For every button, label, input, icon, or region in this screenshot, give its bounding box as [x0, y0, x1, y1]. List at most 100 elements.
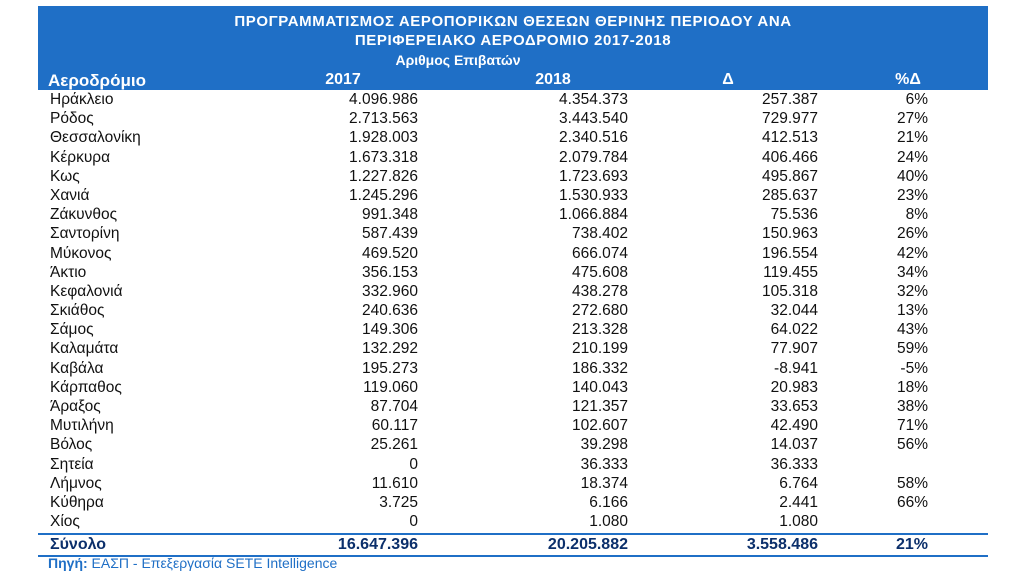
- cell-2017: 1.928.003: [349, 129, 418, 147]
- cell-2018: 1.066.884: [559, 206, 628, 224]
- cell-2018: 738.402: [571, 225, 628, 243]
- title-line-2: ΠΕΡΙΦΕΡΕΙΑΚΟ ΑΕΡΟΔΡΟΜΙΟ 2017-2018: [354, 32, 672, 49]
- cell-2018: 2.079.784: [559, 148, 628, 166]
- cell-2017: 0: [409, 455, 418, 473]
- column-header-percent-delta: %Δ: [895, 71, 921, 88]
- cell-delta: 33.653: [770, 398, 818, 415]
- cell-percent: 66%: [896, 493, 928, 511]
- cell-airport: Ρόδος: [50, 110, 94, 128]
- cell-percent: 26%: [896, 225, 928, 243]
- cell-2018: 1.080: [589, 513, 628, 531]
- table-row: Άραξος 87.704 121.357 33.653 38%: [38, 397, 988, 416]
- cell-2018: 210.199: [571, 340, 628, 358]
- cell-2018: 3.443.540: [559, 110, 628, 128]
- document-image: ΠΡΟΓΡΑΜΜΑΤΙΣΜΟΣ ΑΕΡΟΠΟΡΙΚΩΝ ΘΕΣΕΩΝ ΘΕΡΙΝ…: [30, 0, 990, 576]
- cell-2017: 87.704: [370, 398, 418, 415]
- cell-2017: 1.245.296: [349, 186, 418, 204]
- table-row: Χανιά 1.245.296 1.530.933 285.637 23%: [38, 186, 988, 205]
- source-text: ΕΑΣΠ - Επεξεργασία SETE Intelligence: [87, 555, 338, 571]
- cell-airport: Σκιάθος: [50, 302, 105, 320]
- cell-delta: 2.441: [779, 493, 818, 511]
- cell-airport: Κάρπαθος: [50, 378, 122, 396]
- passengers-group-label: Αριθμος Επιβατών: [395, 52, 521, 68]
- cell-percent: 59%: [896, 340, 928, 358]
- cell-2018: 438.278: [571, 282, 628, 300]
- cell-delta: 6.764: [779, 474, 818, 492]
- cell-percent: 56%: [896, 436, 928, 454]
- cell-airport: Μύκονος: [50, 244, 112, 262]
- cell-delta: 64.022: [770, 321, 818, 339]
- cell-2017: 1.227.826: [349, 167, 418, 185]
- table-row: Σκιάθος 240.636 272.680 32.044 13%: [38, 301, 988, 320]
- cell-2017: 0: [409, 513, 418, 531]
- cell-percent: 71%: [896, 417, 928, 435]
- cell-delta: 196.554: [761, 244, 818, 262]
- cell-percent: 58%: [896, 474, 928, 492]
- cell-airport: Κέρκυρα: [50, 148, 111, 166]
- cell-airport: Μυτιλήνη: [50, 417, 114, 435]
- cell-percent: 8%: [905, 206, 928, 224]
- cell-2018: 6.166: [589, 493, 628, 511]
- cell-percent: 18%: [896, 378, 928, 396]
- cell-percent: 40%: [896, 167, 928, 185]
- cell-delta: 20.983: [770, 378, 818, 396]
- cell-2017: 132.292: [361, 340, 418, 358]
- cell-airport: Ηράκλειο: [50, 91, 114, 108]
- cell-airport: Άραξος: [50, 398, 101, 415]
- table-row: Σαντορίνη 587.439 738.402 150.963 26%: [38, 224, 988, 243]
- cell-delta: 75.536: [770, 206, 818, 224]
- table-row: Βόλος 25.261 39.298 14.037 56%: [38, 435, 988, 454]
- cell-percent: 23%: [896, 186, 928, 204]
- total-2017: 16.647.396: [337, 536, 418, 553]
- column-header-airport: Αεροδρόμιο: [48, 71, 146, 90]
- cell-percent: 34%: [896, 263, 928, 281]
- total-delta: 3.558.486: [746, 536, 818, 553]
- total-label: Σύνολο: [50, 536, 107, 553]
- cell-delta: 729.977: [761, 110, 818, 128]
- cell-2018: 4.354.373: [559, 91, 628, 108]
- cell-percent: 13%: [896, 302, 928, 320]
- cell-2017: 119.060: [363, 378, 418, 396]
- table-row: Θεσσαλονίκη 1.928.003 2.340.516 412.513 21%: [38, 128, 988, 147]
- cell-2017: 991.348: [361, 206, 418, 224]
- cell-percent: 6%: [905, 91, 928, 108]
- cell-airport: Καβάλα: [50, 359, 104, 377]
- cell-2017: 587.439: [361, 225, 418, 243]
- table-row: Μυτιλήνη 60.117 102.607 42.490 71%: [38, 416, 988, 435]
- cell-airport: Θεσσαλονίκη: [50, 129, 141, 147]
- cell-2017: 11.610: [371, 474, 418, 492]
- cell-airport: Κύθηρα: [50, 493, 104, 511]
- column-header-2018: 2018: [535, 71, 571, 88]
- cell-percent: 38%: [896, 398, 928, 415]
- cell-delta: 406.466: [761, 148, 818, 166]
- total-2018: 20.205.882: [547, 536, 628, 553]
- table-row: Κεφαλονιά 332.960 438.278 105.318 32%: [38, 282, 988, 301]
- cell-percent: 21%: [896, 129, 928, 147]
- cell-2018: 36.333: [580, 455, 628, 473]
- cell-2017: 332.960: [361, 282, 418, 300]
- cell-airport: Χίος: [50, 513, 80, 531]
- cell-delta: 119.455: [763, 263, 818, 281]
- cell-2017: 356.153: [361, 263, 418, 281]
- table-row: Κύθηρα 3.725 6.166 2.441 66%: [38, 493, 988, 512]
- table-row: Ζάκυνθος 991.348 1.066.884 75.536 8%: [38, 205, 988, 224]
- cell-airport: Σάμος: [50, 321, 94, 339]
- cell-delta: 105.318: [761, 282, 818, 300]
- cell-2018: 666.074: [571, 244, 628, 262]
- cell-delta: -8.941: [774, 359, 818, 377]
- cell-percent: 27%: [896, 110, 928, 128]
- cell-delta: 150.963: [761, 225, 818, 243]
- cell-delta: 412.513: [761, 129, 818, 147]
- cell-delta: 42.490: [770, 417, 818, 435]
- table-row: Σητεία 0 36.333 36.333: [38, 455, 988, 474]
- source-note: Πηγή: ΕΑΣΠ - Επεξεργασία SETE Intelligen…: [48, 555, 337, 571]
- cell-airport: Βόλος: [50, 436, 93, 454]
- cell-2017: 2.713.563: [349, 110, 418, 128]
- cell-airport: Σητεία: [50, 455, 94, 473]
- cell-delta: 32.044: [770, 302, 818, 320]
- cell-2017: 1.673.318: [349, 148, 418, 166]
- cell-2017: 25.261: [370, 436, 418, 454]
- cell-2018: 18.374: [580, 474, 628, 492]
- cell-airport: Σαντορίνη: [50, 225, 120, 243]
- table-row: Χίος 0 1.080 1.080: [38, 512, 988, 531]
